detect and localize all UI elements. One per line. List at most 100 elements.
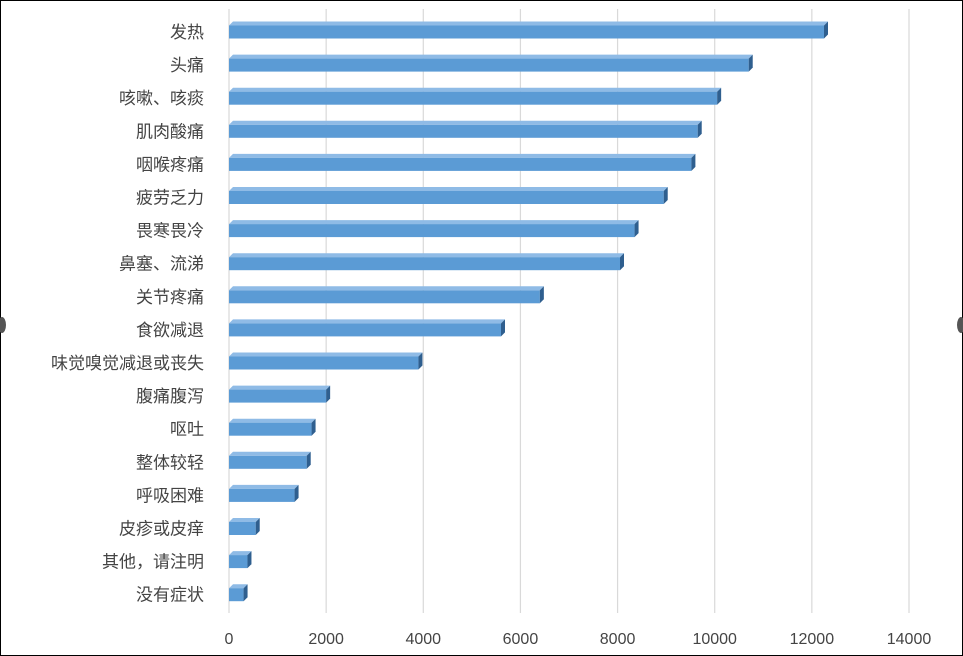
bar-front-face [229, 455, 307, 469]
category-label: 呼吸困难 [136, 486, 204, 506]
bar [229, 187, 668, 204]
bar-side-face [243, 584, 248, 602]
bar-side-face [663, 187, 668, 204]
x-tick-label: 6000 [503, 631, 539, 648]
bar-top-face [229, 120, 702, 125]
x-tick-label: 4000 [405, 631, 441, 648]
category-label: 畏寒畏冷 [136, 222, 204, 242]
category-label: 其他，请注明 [102, 553, 204, 573]
category-label: 腹痛腹泻 [136, 387, 204, 407]
bar [229, 220, 639, 238]
bar [229, 418, 316, 436]
bar-front-face [229, 224, 635, 238]
category-label: 咽喉疼痛 [136, 155, 204, 175]
bar-top-face [229, 385, 331, 390]
x-tick-label: 8000 [600, 631, 636, 648]
bar [229, 451, 311, 469]
bar-front-face [229, 389, 327, 403]
bar-top-face [229, 518, 260, 522]
bar [229, 484, 299, 502]
bar [229, 584, 248, 602]
bar-side-face [691, 153, 696, 171]
category-label: 疲劳乏力 [136, 189, 204, 209]
bar-top-face [229, 187, 668, 191]
bar-front-face [229, 356, 419, 370]
bar-side-face [717, 87, 722, 105]
bar [229, 54, 753, 72]
category-label: 头痛 [170, 56, 204, 76]
bar-side-face [748, 54, 753, 72]
bar [229, 87, 722, 105]
x-tick-label: 14000 [887, 631, 932, 648]
bar [229, 153, 696, 171]
bar-side-face [247, 551, 252, 569]
bar-top-face [229, 352, 423, 357]
category-label: 肌肉酸痛 [136, 122, 204, 142]
bar-side-face [634, 220, 639, 238]
bar-side-face [620, 253, 624, 271]
category-label: 皮疹或皮痒 [119, 520, 204, 540]
x-tick-labels: 0 2000 4000 6000 8000 10000 12000 14000 [225, 631, 932, 648]
bar-front-face [229, 290, 540, 304]
category-label: 味觉嗅觉减退或丧失 [51, 354, 204, 374]
bar-front-face [229, 58, 749, 72]
bar-side-face [697, 120, 702, 138]
left-resize-handle[interactable] [0, 317, 6, 333]
bars [229, 21, 828, 602]
bar-top-face [229, 253, 624, 258]
bar-front-face [229, 588, 244, 602]
bar [229, 120, 702, 138]
bar-top-face [229, 551, 252, 556]
bar-side-face [255, 518, 260, 535]
bar-side-face [311, 418, 316, 436]
category-label: 呕吐 [170, 420, 204, 440]
category-label: 食欲减退 [136, 321, 204, 341]
category-label: 没有症状 [136, 586, 204, 606]
bar-front-face [229, 488, 295, 502]
bar-top-face [229, 21, 828, 26]
bar-top-face [229, 319, 505, 324]
bar [229, 286, 544, 304]
gridlines [228, 9, 910, 613]
bar-top-face [229, 54, 753, 59]
bar-front-face [229, 422, 312, 436]
bar-front-face [229, 555, 248, 569]
bar-top-face [229, 153, 696, 158]
bar [229, 253, 624, 271]
category-label: 发热 [170, 23, 204, 43]
bar-front-face [229, 191, 664, 204]
bar-top-face [229, 584, 248, 589]
x-tick-label: 2000 [308, 631, 344, 648]
bar-front-face [229, 257, 620, 271]
bar-side-face [418, 352, 423, 370]
bar-front-face [229, 522, 256, 535]
bar-side-face [294, 484, 299, 502]
right-resize-handle[interactable] [957, 317, 963, 333]
bar-front-face [229, 323, 501, 337]
bar-top-face [229, 220, 639, 225]
bar-top-face [229, 87, 722, 92]
bar-side-face [306, 451, 311, 469]
bar [229, 319, 505, 337]
bar [229, 352, 423, 370]
bar [229, 385, 331, 403]
bar-side-face [539, 286, 544, 304]
category-label: 关节疼痛 [136, 288, 204, 308]
bar [229, 551, 252, 569]
bar-top-face [229, 451, 311, 456]
bar-side-face [326, 385, 331, 403]
category-labels: 发热头痛咳嗽、咳痰肌肉酸痛咽喉疼痛疲劳乏力畏寒畏冷鼻塞、流涕关节疼痛食欲减退味觉… [51, 23, 204, 606]
bar-front-face [229, 91, 718, 105]
bar-front-face [229, 157, 692, 171]
bar-side-face [501, 319, 505, 337]
category-label: 整体较轻 [136, 453, 204, 473]
bar-front-face [229, 124, 698, 138]
x-tick-label: 10000 [692, 631, 737, 648]
x-tick-label: 12000 [790, 631, 835, 648]
bar-top-face [229, 286, 544, 291]
x-tick-label: 0 [225, 631, 234, 648]
category-label: 咳嗽、咳痰 [119, 89, 204, 109]
bar-side-face [824, 21, 828, 39]
